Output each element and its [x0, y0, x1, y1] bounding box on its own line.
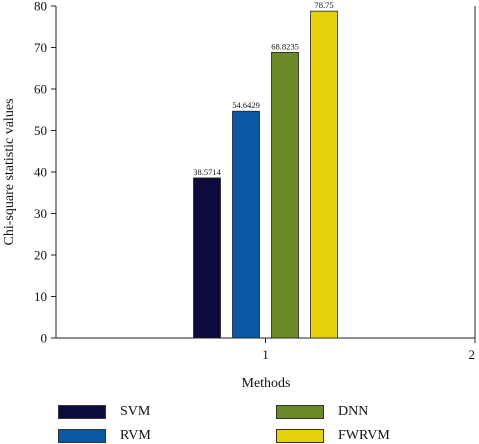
bar-value-label-dnn: 68.8235	[271, 41, 299, 51]
plot-frame	[55, 6, 476, 339]
bar-rvm	[232, 110, 260, 339]
y-axis-title: Chi-square statistic values	[2, 99, 17, 246]
y-tick-label: 80	[34, 0, 47, 14]
x-tick-label: 2	[469, 347, 476, 362]
bar-svm	[193, 177, 221, 339]
y-tick-label: 30	[34, 206, 47, 221]
bar-labels-group: 38.5714 54.6429 68.8235 78.75	[193, 0, 333, 177]
bar-dnn	[271, 51, 299, 339]
y-tick-label: 70	[34, 40, 47, 55]
bars-group	[193, 10, 338, 339]
bar-fwrvm	[310, 10, 338, 339]
y-tick-label: 50	[34, 123, 47, 138]
y-tick-label: 0	[41, 331, 48, 346]
bar-value-label-rvm: 54.6429	[232, 100, 260, 110]
y-tick-label: 20	[34, 248, 47, 263]
x-axis-title: Methods	[242, 376, 291, 391]
y-tick-label: 40	[34, 165, 47, 180]
x-tick-label: 1	[262, 347, 269, 362]
y-tick-label: 60	[34, 82, 47, 97]
y-axis-ticks: 0 10 20 30 40 50 60 70 80	[34, 0, 56, 346]
bar-value-label-fwrvm: 78.75	[314, 0, 333, 10]
bar-value-label-svm: 38.5714	[193, 167, 221, 177]
y-tick-label: 10	[34, 289, 47, 304]
